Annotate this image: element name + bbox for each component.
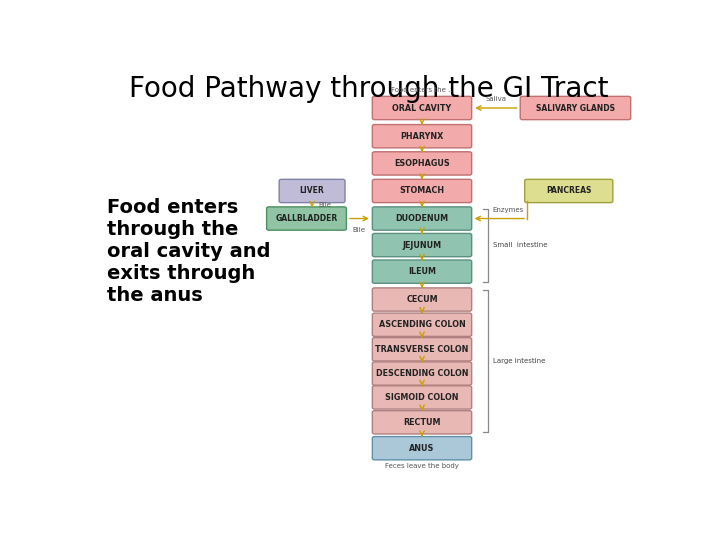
Text: SALIVARY GLANDS: SALIVARY GLANDS [536, 104, 615, 112]
Text: PANCREAS: PANCREAS [546, 186, 591, 195]
FancyBboxPatch shape [266, 207, 346, 230]
Text: Feces leave the body: Feces leave the body [385, 463, 459, 469]
Text: Small  intestine: Small intestine [493, 242, 548, 248]
Text: Food enters
through the
oral cavity and
exits through
the anus: Food enters through the oral cavity and … [107, 198, 270, 305]
Text: DESCENDING COLON: DESCENDING COLON [376, 369, 468, 378]
FancyBboxPatch shape [525, 179, 613, 202]
FancyBboxPatch shape [372, 96, 472, 120]
Text: Enzymes: Enzymes [493, 207, 524, 213]
FancyBboxPatch shape [372, 179, 472, 202]
FancyBboxPatch shape [279, 179, 345, 202]
Text: DUODENUM: DUODENUM [395, 214, 449, 223]
Text: STOMACH: STOMACH [400, 186, 444, 195]
FancyBboxPatch shape [372, 362, 472, 385]
Text: GALLBLADDER: GALLBLADDER [275, 214, 338, 223]
FancyBboxPatch shape [372, 207, 472, 230]
FancyBboxPatch shape [372, 411, 472, 434]
FancyBboxPatch shape [372, 436, 472, 460]
Text: ORAL CAVITY: ORAL CAVITY [392, 104, 451, 112]
FancyBboxPatch shape [521, 96, 631, 120]
Text: SIGMOID COLON: SIGMOID COLON [385, 393, 459, 402]
Text: LIVER: LIVER [300, 186, 325, 195]
Text: ASCENDING COLON: ASCENDING COLON [379, 320, 465, 329]
FancyBboxPatch shape [372, 386, 472, 409]
Text: TRANSVERSE COLON: TRANSVERSE COLON [375, 345, 469, 354]
FancyBboxPatch shape [372, 260, 472, 284]
Text: Bile: Bile [353, 227, 366, 233]
Text: Food enters the ..: Food enters the .. [391, 87, 453, 93]
Text: Bile: Bile [319, 202, 332, 208]
FancyBboxPatch shape [372, 338, 472, 361]
FancyBboxPatch shape [372, 313, 472, 336]
Text: JEJUNUM: JEJUNUM [402, 241, 441, 249]
Text: PHARYNX: PHARYNX [400, 132, 444, 141]
Text: ANUS: ANUS [410, 444, 435, 453]
Text: ESOPHAGUS: ESOPHAGUS [394, 159, 450, 168]
FancyBboxPatch shape [372, 233, 472, 256]
Text: RECTUM: RECTUM [403, 418, 441, 427]
Text: CECUM: CECUM [406, 295, 438, 304]
Text: Saliva: Saliva [485, 96, 506, 102]
Text: Food Pathway through the GI Tract: Food Pathway through the GI Tract [130, 75, 608, 103]
Text: Large intestine: Large intestine [493, 358, 546, 364]
FancyBboxPatch shape [372, 152, 472, 175]
FancyBboxPatch shape [372, 125, 472, 148]
FancyBboxPatch shape [372, 288, 472, 311]
Text: ILEUM: ILEUM [408, 267, 436, 276]
